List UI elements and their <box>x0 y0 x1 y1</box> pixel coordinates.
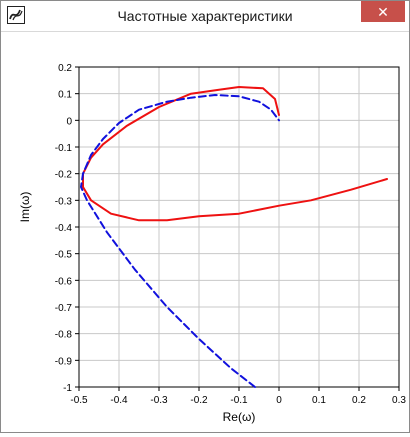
x-tick-label: -0.4 <box>110 395 128 406</box>
y-tick-label: -0.5 <box>55 250 73 261</box>
x-tick-label: -0.3 <box>150 395 168 406</box>
window-title: Частотные характеристики <box>117 8 293 24</box>
x-tick-label: 0.2 <box>352 395 366 406</box>
x-tick-label: -0.1 <box>230 395 248 406</box>
y-tick-label: 0.2 <box>58 63 72 74</box>
y-tick-label: -0.8 <box>55 330 73 341</box>
y-tick-label: -0.4 <box>55 223 73 234</box>
x-axis-label: Re(ω) <box>223 410 256 424</box>
plot-frame <box>78 66 400 388</box>
flow-diagram-icon[interactable] <box>7 6 25 24</box>
series-line-2 <box>80 94 280 388</box>
chart-area: -0.5 -0.4 -0.3 -0.2 -0.1 0 0.1 0.2 0.3 0.2 0.1 0 -0.… <box>1 32 409 432</box>
y-tick-label: -1 <box>63 383 72 394</box>
close-icon: ✕ <box>377 3 389 20</box>
x-tick-label: -0.5 <box>70 395 88 406</box>
y-tick-label: -0.1 <box>55 143 73 154</box>
nyquist-chart: -0.5 -0.4 -0.3 -0.2 -0.1 0 0.1 0.2 0.3 0.2 0.1 0 -0.… <box>18 63 406 424</box>
y-tick-label: -0.7 <box>55 303 73 314</box>
x-tick-label: 0.1 <box>312 395 326 406</box>
series-line-1 <box>82 86 388 222</box>
x-tick-label: 0 <box>276 395 282 406</box>
x-tick-label: 0.3 <box>392 395 406 406</box>
y-axis-label: Im(ω) <box>18 192 32 223</box>
y-tick-label: -0.3 <box>55 196 73 207</box>
close-button[interactable]: ✕ <box>361 1 405 22</box>
y-tick-label: -0.6 <box>55 276 73 287</box>
y-tick-label: 0 <box>66 116 72 127</box>
y-tick-label: -0.9 <box>55 356 73 367</box>
y-tick-label: 0.1 <box>58 90 72 101</box>
y-tick-label: -0.2 <box>55 170 73 181</box>
x-tick-label: -0.2 <box>190 395 208 406</box>
title-bar[interactable]: Частотные характеристики ✕ <box>1 1 409 32</box>
